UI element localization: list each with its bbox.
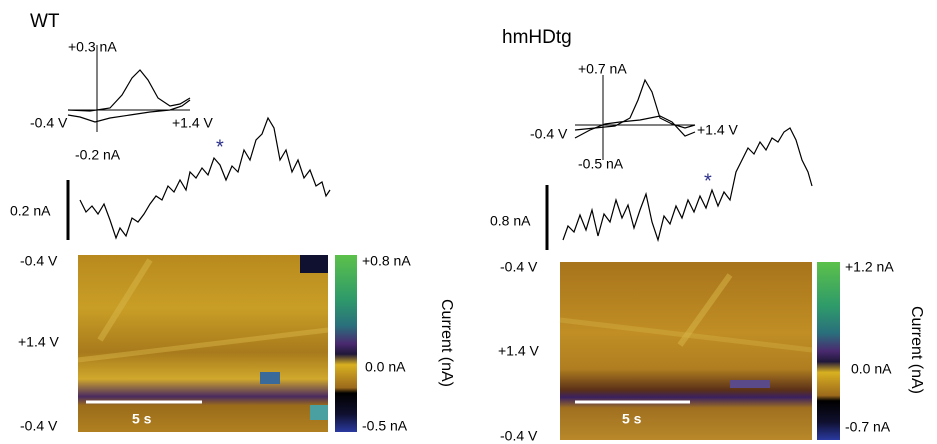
colorbar-title: Current (nA)	[438, 299, 455, 387]
plot-feature	[77, 327, 329, 363]
plot-feature	[730, 380, 770, 388]
colorbar-label: 0.0 nA	[851, 361, 892, 377]
scale-bar-label: 0.2 nA	[10, 203, 51, 219]
scale-bar-label: 0.8 nA	[490, 213, 531, 229]
panel-title: hmHDtg	[502, 27, 572, 48]
colorbar-label: 0.0 nA	[365, 359, 406, 375]
cv-trace	[574, 115, 696, 139]
y-label: +1.4 V	[18, 334, 60, 350]
cv-label: +1.4 V	[697, 122, 739, 138]
y-label: -0.4 V	[500, 259, 538, 275]
color-plot	[560, 262, 812, 440]
plot-feature	[260, 372, 280, 384]
time-bar-label: 5 s	[132, 411, 152, 427]
plot-feature	[559, 317, 813, 353]
cv-label: +0.3 nA	[68, 39, 117, 55]
cv-label: -0.4 V	[30, 115, 68, 131]
panel-title: WT	[30, 11, 60, 32]
cv-label: +0.7 nA	[578, 61, 627, 77]
marker: *	[216, 136, 224, 158]
colorbar-label: -0.5 nA	[362, 418, 408, 434]
y-label: -0.4 V	[20, 418, 58, 434]
cv-trace	[67, 99, 191, 123]
colorbar-label: -0.7 nA	[845, 419, 891, 435]
time-bar-label: 5 s	[622, 411, 642, 427]
y-label: -0.4 V	[500, 428, 538, 444]
colorbar	[335, 255, 357, 432]
colorbar	[817, 262, 840, 440]
colorbar-title: Current (nA)	[908, 306, 925, 394]
plot-feature	[677, 273, 733, 347]
current-trace	[562, 127, 813, 243]
cv-label: -0.2 nA	[75, 147, 121, 163]
cv-label: -0.4 V	[530, 126, 568, 142]
panel-hmhdtg: hmHDtg +0.7 nA -0.4 V +1.4 V -0.5 nA * 0…	[490, 27, 925, 444]
plot-feature	[97, 258, 153, 342]
plot-feature	[300, 255, 328, 273]
cv-label: -0.5 nA	[578, 156, 624, 172]
plot-feature	[310, 405, 328, 420]
colorbar-label: +0.8 nA	[362, 253, 411, 269]
y-label: +1.4 V	[498, 343, 540, 359]
cv-trace	[574, 78, 696, 131]
cv-trace	[67, 69, 191, 112]
colorbar-label: +1.2 nA	[845, 259, 894, 275]
current-trace	[79, 116, 331, 240]
panel-wt: WT +0.3 nA -0.4 V +1.4 V -0.2 nA * 0.2 n…	[10, 11, 455, 434]
marker: *	[704, 170, 712, 192]
y-label: -0.4 V	[20, 253, 58, 269]
cv-label: +1.4 V	[172, 115, 214, 131]
